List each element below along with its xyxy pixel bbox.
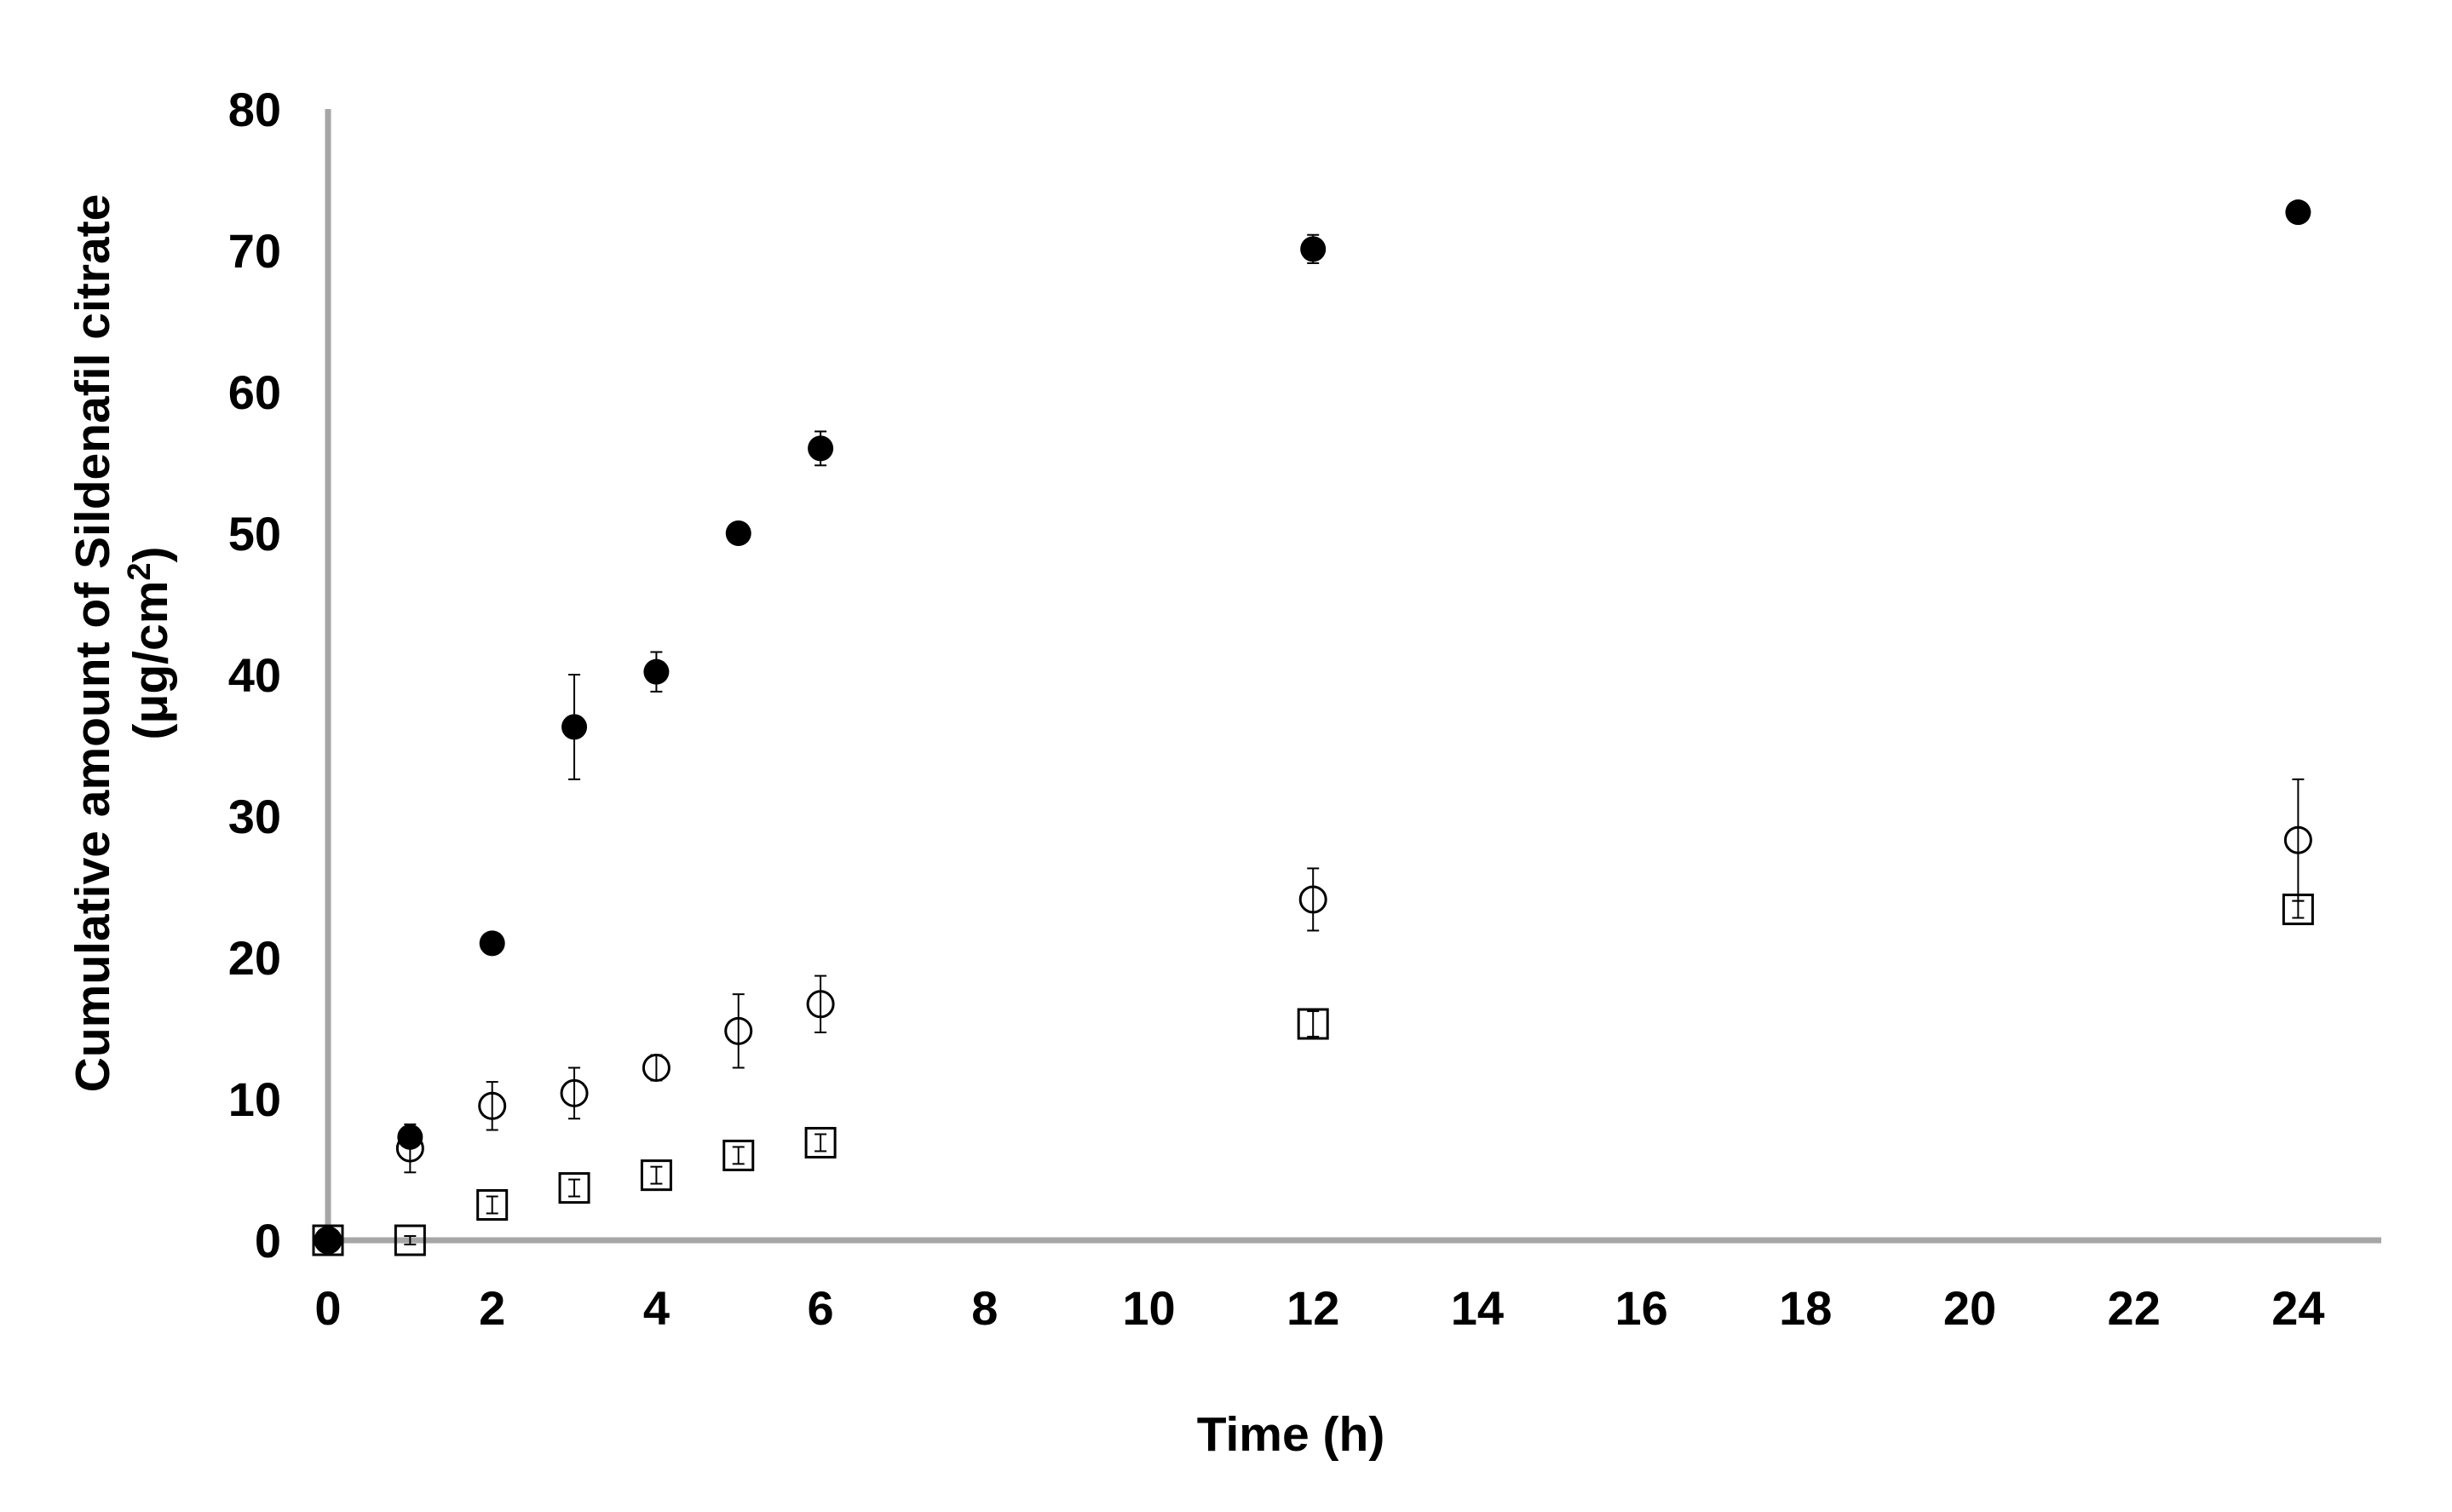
y-tick-label: 50 (228, 507, 281, 561)
data-point-open-square (394, 1224, 426, 1256)
y-axis-title: Cumulative amount of Sildenafil citrate … (66, 194, 178, 1093)
data-point-open-square (1297, 1008, 1329, 1040)
x-tick-label: 4 (643, 1281, 670, 1335)
y-axis-unit-suffix: ) (124, 546, 178, 562)
y-tick-label: 10 (228, 1072, 281, 1126)
x-tick-label: 22 (2108, 1281, 2161, 1335)
y-axis-title-line1: Cumulative amount of Sildenafil citrate (66, 194, 120, 1093)
data-point-open-circle (1298, 885, 1327, 914)
data-point-open-square (312, 1224, 344, 1256)
x-tick-label: 20 (1943, 1281, 1996, 1335)
x-tick-label: 8 (971, 1281, 998, 1335)
data-point-open-circle (395, 1134, 424, 1163)
data-point-open-circle (642, 1053, 671, 1082)
data-point-open-circle (478, 1091, 507, 1120)
data-point-open-square (804, 1126, 837, 1158)
data-point-filled-circle (643, 658, 670, 685)
data-point-open-circle (806, 990, 835, 1019)
x-tick-label: 12 (1286, 1281, 1339, 1335)
y-axis-unit-prefix: (μg/cm (124, 581, 178, 740)
series-1-filled-circle (315, 199, 2311, 1253)
x-tick-label: 10 (1122, 1281, 1175, 1335)
data-point-open-circle (724, 1016, 753, 1045)
data-point-open-circle (2283, 825, 2312, 854)
data-point-filled-circle (2285, 199, 2311, 226)
y-tick-label: 70 (228, 224, 281, 278)
data-point-filled-circle (561, 714, 588, 740)
data-point-open-circle (314, 1226, 342, 1255)
y-axis-unit-superscript: 2 (122, 562, 158, 580)
x-tick-label: 16 (1615, 1281, 1667, 1335)
y-tick-label: 60 (228, 365, 281, 419)
data-point-open-square (558, 1172, 590, 1204)
data-point-filled-circle (1300, 236, 1327, 262)
data-point-filled-circle (808, 435, 834, 462)
marks-layer (312, 199, 2314, 1256)
x-tick-label: 18 (1779, 1281, 1832, 1335)
data-point-filled-circle (479, 930, 505, 957)
series-2-open-circle (314, 778, 2312, 1255)
y-axis-title-line2: (μg/cm2) (122, 546, 178, 739)
data-point-open-square (2282, 894, 2314, 926)
y-tick-label: 40 (228, 648, 281, 702)
y-tick-label: 80 (228, 83, 281, 136)
data-point-open-square (476, 1189, 509, 1221)
series-3-open-square (312, 894, 2314, 1256)
x-tick-label: 24 (2271, 1281, 2324, 1335)
y-tick-label: 30 (228, 790, 281, 843)
data-point-open-circle (560, 1078, 589, 1107)
data-point-open-square (640, 1159, 672, 1192)
data-point-open-square (722, 1139, 755, 1171)
data-point-filled-circle (315, 1227, 341, 1253)
data-point-filled-circle (725, 520, 751, 546)
x-tick-label: 6 (808, 1281, 834, 1335)
y-tick-label: 0 (255, 1214, 281, 1268)
x-tick-label: 0 (314, 1281, 341, 1335)
x-tick-label: 2 (479, 1281, 505, 1335)
x-axis-title: Time (h) (1197, 1407, 1385, 1462)
x-tick-label: 14 (1451, 1281, 1504, 1335)
y-tick-label: 20 (228, 931, 281, 985)
